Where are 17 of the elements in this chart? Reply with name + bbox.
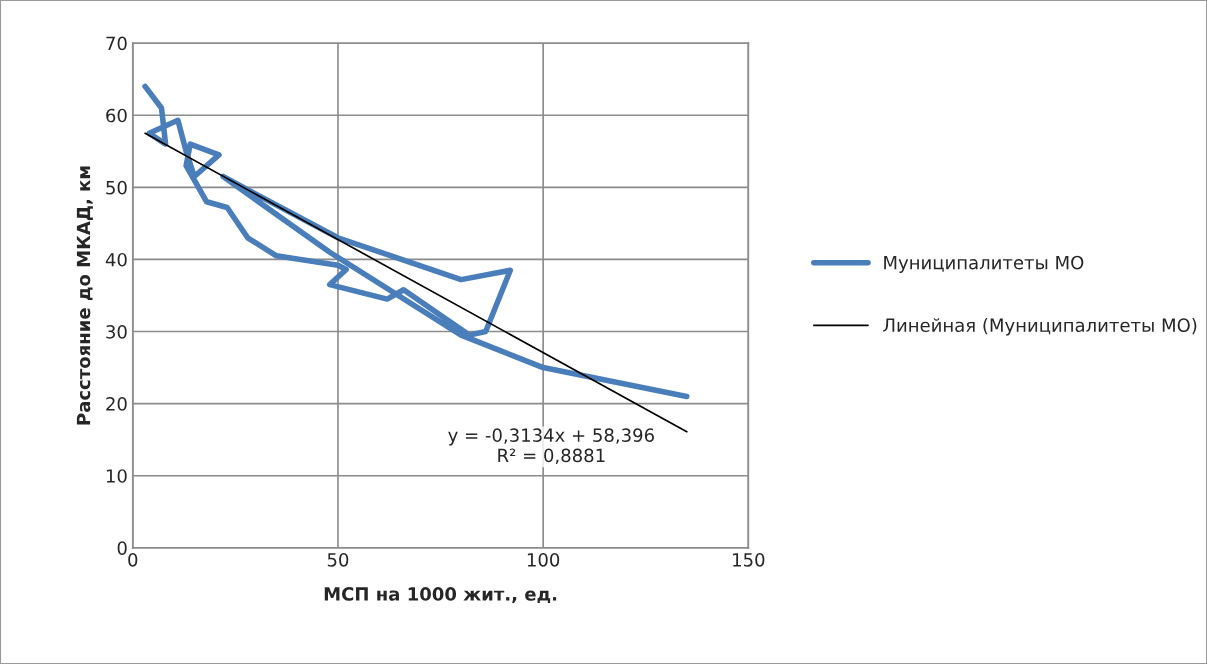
y-tick-label: 60 bbox=[106, 108, 127, 123]
legend-label: Линейная (Муниципалитеты МО) bbox=[883, 318, 1197, 336]
x-axis-title: МСП на 1000 жит., ед. bbox=[324, 587, 557, 604]
y-tick-label: 20 bbox=[106, 397, 127, 411]
annotation: y = -0,3134x + 58,396 R² = 0,8881 bbox=[448, 428, 654, 465]
x-tick-label: 0 bbox=[128, 552, 138, 567]
y-tick-label: 70 bbox=[106, 36, 127, 51]
legend-label: Муниципалитеты МО bbox=[884, 255, 1084, 273]
y-tick-label: 10 bbox=[106, 469, 127, 483]
y-axis-title: Расстояние до МКАД, км bbox=[76, 166, 93, 425]
x-tick-label: 50 bbox=[327, 552, 349, 567]
y-tick-label: 0 bbox=[117, 541, 127, 555]
x-tick-label: 150 bbox=[733, 552, 765, 567]
y-tick-label: 40 bbox=[105, 252, 127, 267]
x-tick-label: 100 bbox=[527, 552, 560, 567]
y-tick-label: 30 bbox=[106, 324, 127, 339]
y-tick-label: 50 bbox=[106, 180, 127, 195]
